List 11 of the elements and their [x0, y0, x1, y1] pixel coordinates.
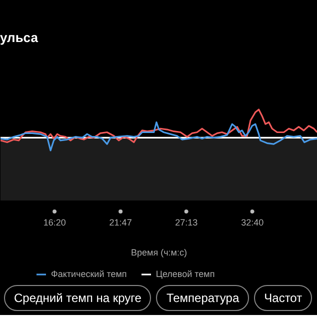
x-tick-label: 32:40 [241, 218, 264, 228]
x-tick-label: 16:20 [43, 218, 66, 228]
x-axis-title: Время (ч:м:с) [131, 248, 187, 258]
legend-label: Целевой темп [156, 269, 215, 279]
text: Средний темп на круге [4, 285, 152, 311]
x-tick-label: 21:47 [109, 218, 132, 228]
text: Частот [254, 285, 312, 311]
text: Температура [156, 285, 250, 311]
x-tick-label: 27:13 [175, 218, 198, 228]
chart-title: ульса [0, 29, 38, 45]
legend-label: Фактический темп [51, 269, 127, 279]
